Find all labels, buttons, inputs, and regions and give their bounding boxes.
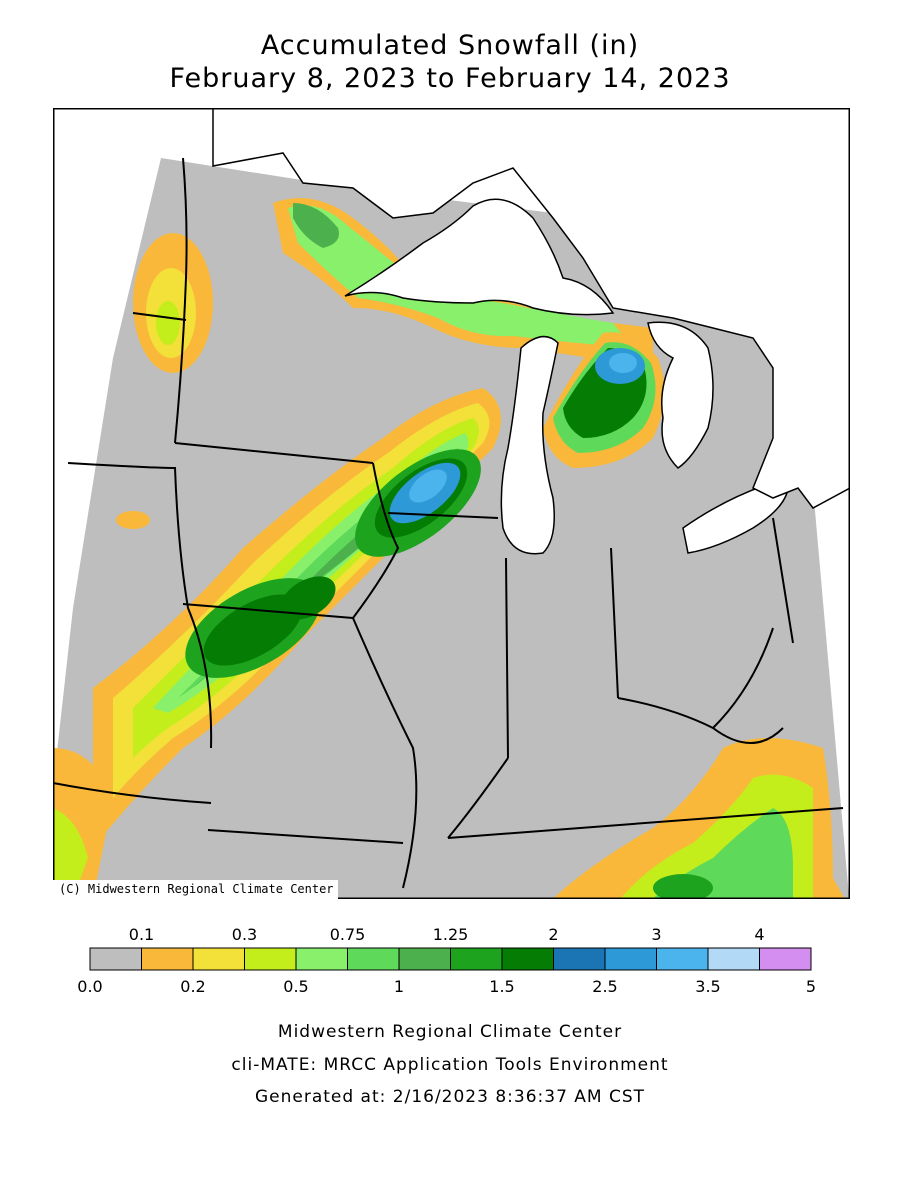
border-oh-pa xyxy=(772,517,794,644)
border-nd-sd xyxy=(132,312,187,321)
legend-bottom-label: 3.5 xyxy=(695,977,720,996)
border-il-in xyxy=(505,557,509,759)
footer-organization: Midwestern Regional Climate Center xyxy=(277,1022,623,1042)
border-sd-ne xyxy=(67,462,213,749)
legend-bottom-label: 2.5 xyxy=(592,977,617,996)
legend-bottom-label: 1 xyxy=(394,977,404,996)
lake-erie xyxy=(682,477,790,554)
legend-color-box xyxy=(244,947,297,971)
legend-bottom-label: 0.2 xyxy=(180,977,205,996)
legend-color-box xyxy=(501,947,554,971)
snow-band-southwest-inner xyxy=(53,808,88,899)
legend-color-box xyxy=(192,947,245,971)
map-title-line-2: February 8, 2023 to February 14, 2023 xyxy=(169,63,731,94)
legend-color-box xyxy=(707,947,760,971)
border-in-oh xyxy=(610,547,619,699)
legend-bottom-label: 5 xyxy=(806,977,816,996)
border-ky-tn xyxy=(447,807,844,839)
legend-bottom-label: 0.0 xyxy=(77,977,102,996)
legend-top-label: 0.75 xyxy=(330,925,366,944)
map-credit: (C) Midwestern Regional Climate Center xyxy=(59,882,334,896)
legend-color-box xyxy=(347,947,400,971)
border-ia-il-river xyxy=(352,462,400,619)
legend-color-box xyxy=(295,947,348,971)
map-frame-border xyxy=(53,108,850,899)
legend-bottom-label: 1.5 xyxy=(489,977,514,996)
border-il-ky xyxy=(447,757,509,839)
border-ks-ok xyxy=(53,782,212,804)
legend-bottom-labels: 0.0 0.2 0.5 1 1.5 2.5 3.5 5 xyxy=(77,977,816,996)
legend-color-box xyxy=(141,947,194,971)
color-legend: 0.1 0.3 0.75 1.25 2 3 4 0.0 0.2 0.5 1 1.5 2.5 3.5 5 xyxy=(77,925,816,996)
legend-bottom-label: 0.5 xyxy=(283,977,308,996)
legend-top-label: 0.1 xyxy=(129,925,154,944)
legend-top-label: 0.3 xyxy=(232,925,257,944)
snow-band-superior-shore-inner xyxy=(288,205,633,348)
legend-top-labels: 0.1 0.3 0.75 1.25 2 3 4 xyxy=(129,925,765,944)
legend-top-label: 2 xyxy=(548,925,558,944)
border-mo-river xyxy=(352,617,418,889)
border-wi-il xyxy=(387,512,499,519)
legend-color-box xyxy=(553,947,606,971)
border-ia-mo xyxy=(182,603,354,619)
border-wv xyxy=(712,627,774,729)
legend-top-label: 3 xyxy=(651,925,661,944)
legend-top-label: 4 xyxy=(754,925,764,944)
state-boundaries xyxy=(53,157,844,889)
snow-band-superior-shore-core xyxy=(293,203,339,248)
legend-color-box xyxy=(604,947,657,971)
snow-band-iowa-detail xyxy=(280,576,336,620)
snow-spot-northwest-core xyxy=(156,301,180,345)
snowfall-map: (C) Midwestern Regional Climate Center xyxy=(53,108,850,899)
canada-shore xyxy=(212,108,850,509)
border-mn-nd xyxy=(174,157,188,444)
lake-huron xyxy=(647,321,714,469)
snow-spot-south-dakota xyxy=(116,511,150,529)
border-ohio-river xyxy=(617,697,784,744)
border-mn-ia xyxy=(174,442,374,464)
snow-band-southeast-peak xyxy=(653,874,713,899)
lake-michigan xyxy=(500,335,559,555)
legend-color-box xyxy=(759,947,812,971)
footer-application: cli-MATE: MRCC Application Tools Environ… xyxy=(231,1055,669,1075)
lake-superior xyxy=(344,198,615,316)
credit-box xyxy=(53,880,338,899)
legend-color-boxes xyxy=(89,947,812,971)
snow-band-michigan-peak xyxy=(609,353,637,373)
legend-color-box xyxy=(398,947,451,971)
legend-color-box xyxy=(89,947,142,971)
great-lakes xyxy=(344,198,790,555)
legend-color-box xyxy=(656,947,709,971)
legend-top-label: 1.25 xyxy=(433,925,469,944)
footer-generated-time: Generated at: 2/16/2023 8:36:37 AM CST xyxy=(254,1087,646,1107)
map-title-line-1: Accumulated Snowfall (in) xyxy=(260,30,640,61)
legend-color-box xyxy=(450,947,503,971)
border-mo-ar xyxy=(207,829,404,844)
snow-band-2.5-wisconsin xyxy=(409,469,447,503)
